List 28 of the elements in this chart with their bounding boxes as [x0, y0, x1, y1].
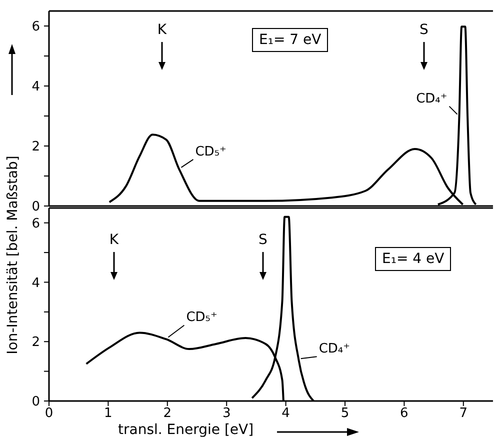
annotation: K	[157, 22, 168, 38]
y-tick-label: 0	[32, 394, 40, 410]
annotation: E₁= 7 eV	[252, 28, 328, 52]
x-tick-label: 3	[222, 406, 231, 422]
annotation: K	[109, 232, 120, 248]
annotation: S	[258, 232, 268, 248]
x-tick-label: 4	[282, 406, 290, 422]
y-tick-label: 4	[32, 276, 40, 291]
series-label: CD₄⁺	[416, 91, 448, 106]
legend-label: CD₄⁺	[318, 342, 350, 357]
y-axis-title: Ion-Intensität [bel. Maßstab]	[5, 156, 21, 354]
x-tick-label: 7	[459, 406, 468, 422]
x-tick-label: 6	[400, 406, 408, 422]
x-tick-label: 2	[163, 406, 172, 422]
x-axis-title: transl. Energie [eV]	[118, 422, 254, 438]
x-tick-label: 1	[104, 406, 112, 422]
y-tick-label: 4	[32, 80, 40, 95]
y-tick-label: 0	[32, 200, 40, 215]
y-tick-label: 6	[32, 20, 40, 35]
x-tick-label: 5	[340, 406, 350, 422]
series-label: CD₅⁺	[195, 144, 226, 160]
y-tick-label: 6	[32, 216, 40, 232]
annotation: S	[420, 22, 429, 38]
annotation: E₁= 4 eV	[375, 247, 452, 271]
y-tick-label: 2	[32, 335, 40, 350]
x-tick-label: 0	[44, 406, 54, 422]
y-tick-label: 2	[32, 140, 40, 155]
series-label: CD₅⁺	[186, 310, 218, 326]
